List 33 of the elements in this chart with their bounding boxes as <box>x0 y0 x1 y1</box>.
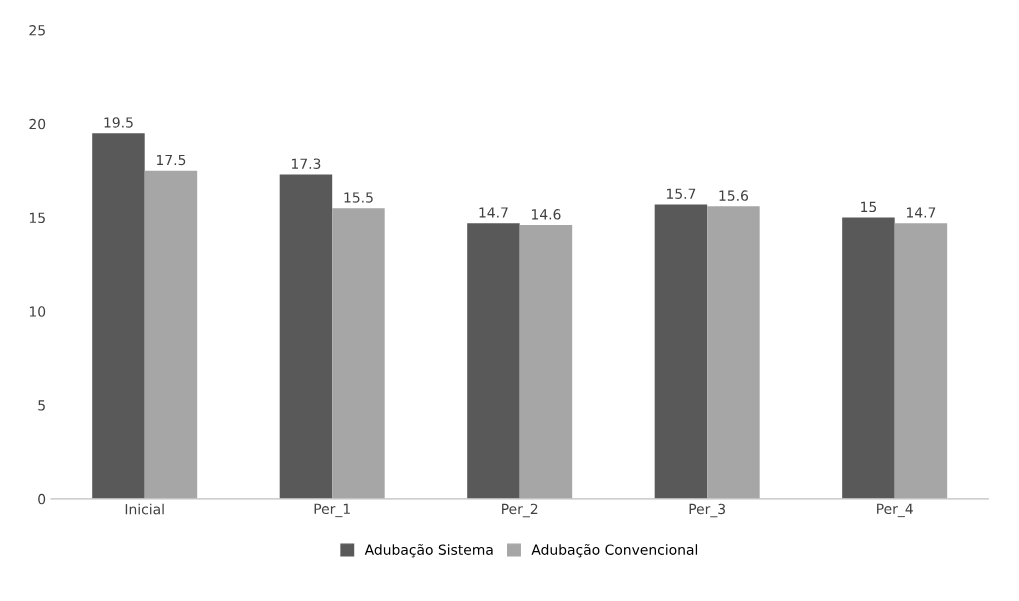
x-tick-label: Per_1 <box>314 503 350 518</box>
data-label: 14.6 <box>532 209 561 220</box>
bar <box>894 223 948 499</box>
bar <box>92 133 145 499</box>
bar <box>467 223 520 499</box>
bar <box>279 174 333 499</box>
data-label: 17.3 <box>292 158 321 169</box>
data-label: 17.5 <box>157 154 186 166</box>
y-tick-label: 20 <box>29 118 46 130</box>
data-label: 14.7 <box>479 207 508 218</box>
y-tick-label: 10 <box>29 306 46 317</box>
bar <box>519 225 573 499</box>
data-label: 19.5 <box>104 117 133 128</box>
y-tick-label: 0 <box>38 493 46 505</box>
bar <box>842 217 895 499</box>
x-tick-label: Inicial <box>125 503 164 515</box>
y-tick-label: 5 <box>38 400 45 411</box>
data-label: 15 <box>861 201 877 213</box>
legend-label: Adubação Convencional <box>531 543 698 558</box>
data-label: 15.7 <box>667 188 696 199</box>
y-tick-label: 25 <box>29 25 45 36</box>
bar <box>707 206 760 499</box>
bar <box>332 208 385 499</box>
bar <box>654 204 708 499</box>
x-tick-label: Per_4 <box>877 503 913 518</box>
data-label: 15.5 <box>344 192 373 203</box>
x-tick-label: Per_3 <box>689 503 726 518</box>
data-label: 14.7 <box>906 207 936 218</box>
legend-label: Adubação Sistema <box>364 543 493 558</box>
y-tick-label: 15 <box>29 212 45 224</box>
x-tick-label: Per_2 <box>502 503 538 518</box>
bar <box>144 170 198 499</box>
data-label: 15.6 <box>719 190 749 201</box>
